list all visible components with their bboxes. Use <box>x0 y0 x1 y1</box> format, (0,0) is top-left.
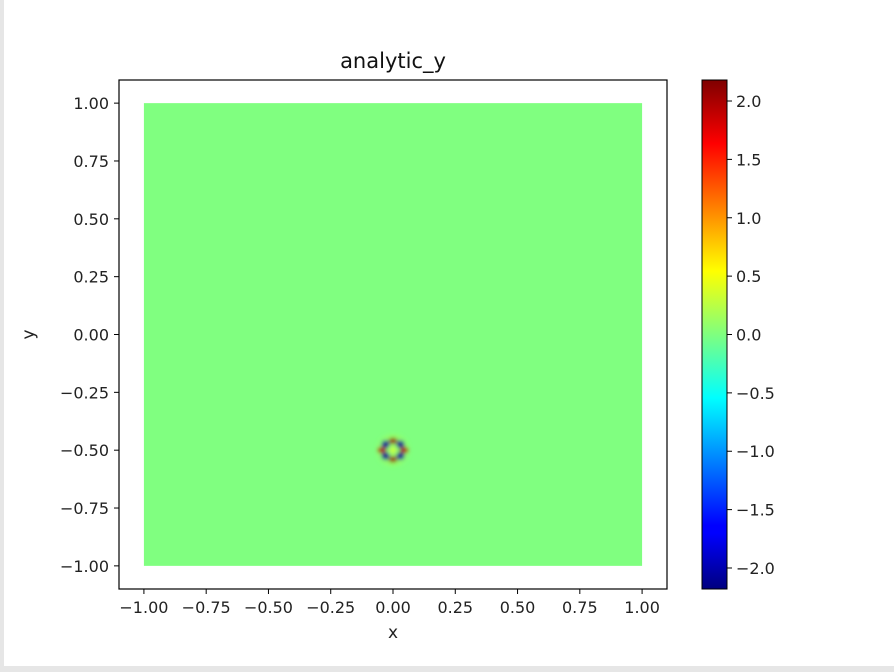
colorbar-ticks: 2.0 1.5 1.0 0.5 0.0 −0.5 −1.0 −1.5 −2.0 <box>727 92 775 578</box>
x-axis-label: x <box>388 623 398 643</box>
colorbar-gradient <box>701 79 728 590</box>
y-tick-label: −0.25 <box>60 383 109 402</box>
x-tick-label: 0.50 <box>500 598 536 617</box>
y-tick-label: −1.00 <box>60 557 109 576</box>
feature-lobe-7 <box>400 447 409 454</box>
x-tick-label: 0.25 <box>437 598 473 617</box>
x-tick-label: −1.00 <box>119 598 168 617</box>
feature-lobe-2 <box>381 451 390 460</box>
y-axis-ticks: 1.00 0.75 0.50 0.25 0.00 −0.25 −0.50 −0.75 −1.00 <box>60 94 119 576</box>
y-tick-label: 1.00 <box>73 94 109 113</box>
x-tick-label: −0.50 <box>244 598 293 617</box>
colorbar-tick-label: −2.0 <box>736 559 775 578</box>
colorbar-tick-label: 0.0 <box>736 326 761 345</box>
feature-lobe-1 <box>396 440 405 449</box>
y-tick-label: 0.00 <box>73 326 109 345</box>
x-tick-label: 0.00 <box>375 598 411 617</box>
colorbar-tick-label: 0.5 <box>736 267 761 286</box>
y-tick-label: 0.50 <box>73 210 109 229</box>
feature-lobe-3 <box>396 451 405 460</box>
chart-title: analytic_y <box>340 49 446 74</box>
x-tick-label: −0.75 <box>182 598 231 617</box>
colorbar-tick-label: 1.0 <box>736 209 761 228</box>
feature-lobe-4 <box>388 437 398 444</box>
x-axis-ticks: −1.00 −0.75 −0.50 −0.25 0.00 0.25 0.50 0.75 1.00 <box>119 589 660 617</box>
y-tick-label: −0.50 <box>60 441 109 460</box>
plot-area <box>118 79 668 590</box>
heatmap-field <box>143 103 643 566</box>
x-tick-label: 0.75 <box>562 598 598 617</box>
feature-lobe-0 <box>381 440 390 449</box>
y-tick-label: −0.75 <box>60 499 109 518</box>
colorbar: 2.0 1.5 1.0 0.5 0.0 −0.5 −1.0 −1.5 −2.0 <box>701 79 775 590</box>
colorbar-tick-label: 2.0 <box>736 92 761 111</box>
colorbar-tick-label: −0.5 <box>736 384 775 403</box>
colorbar-tick-label: −1.0 <box>736 442 775 461</box>
heatmap-feature <box>377 434 409 467</box>
y-tick-label: 0.25 <box>73 268 109 287</box>
y-tick-label: 0.75 <box>73 152 109 171</box>
feature-center <box>390 447 396 453</box>
y-axis-label: y <box>19 329 39 339</box>
analytic-y-figure: analytic_y −1.00 −0.75 −0.50 −0.25 0.00 0.25 0… <box>19 49 775 643</box>
colorbar-tick-label: −1.5 <box>736 501 775 520</box>
feature-lobe-6 <box>377 447 386 454</box>
x-tick-label: −0.25 <box>306 598 355 617</box>
x-tick-label: 1.00 <box>624 598 660 617</box>
feature-lobe-5 <box>388 456 398 463</box>
colorbar-tick-label: 1.5 <box>736 150 761 169</box>
